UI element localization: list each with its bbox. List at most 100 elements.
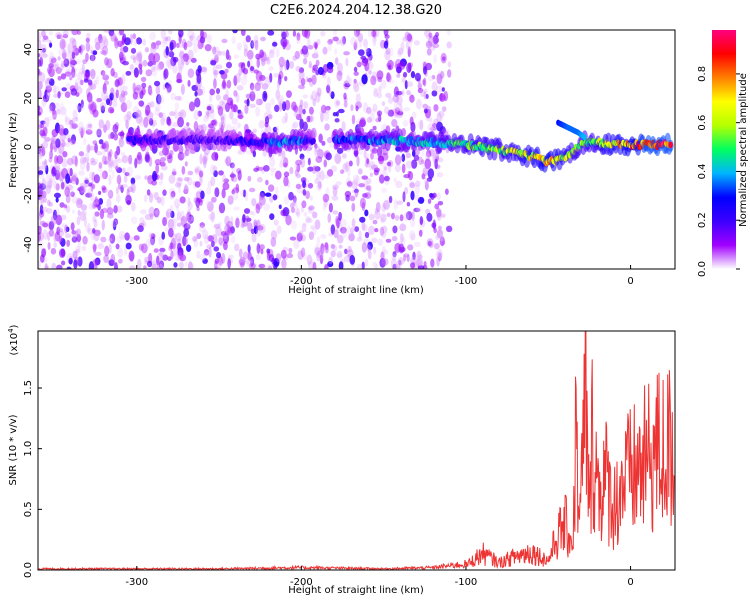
spectrogram-cell (314, 166, 321, 172)
spectrogram-cell (66, 266, 72, 269)
spectrogram-cell (165, 210, 170, 220)
spectrogram-cell (175, 256, 181, 262)
spectrogram-cell (59, 202, 65, 208)
spectrogram-cell (94, 211, 100, 217)
spectrogram-cell (346, 74, 351, 86)
spectrogram-cell (75, 58, 82, 65)
spectrogram-cell (98, 39, 105, 51)
spectrogram-cell (55, 138, 61, 149)
spectrogram-cell (398, 155, 403, 162)
spectrogram-cell (445, 188, 449, 195)
spectrogram-cell (395, 260, 402, 269)
spectrogram-cell (424, 158, 432, 170)
spectrogram-cell (275, 170, 282, 180)
spectrogram-cell (243, 208, 251, 214)
spectrogram-cell (299, 153, 305, 160)
spectrogram-cell (143, 194, 148, 203)
spectrogram-cell (315, 59, 320, 67)
spectrogram-cell (394, 154, 402, 166)
spectrogram-cell (158, 151, 165, 157)
spectrogram-cell (187, 216, 194, 222)
spectrogram-cell (276, 79, 280, 90)
spectrogram-cell (220, 231, 227, 237)
spectrogram-cell (366, 116, 373, 123)
spectrogram-cell (383, 166, 387, 171)
spectrogram-cell (50, 58, 54, 68)
spectrogram-cell (390, 212, 395, 220)
spectrogram-cell (371, 36, 378, 43)
spectrogram-cell (112, 100, 118, 108)
spectrogram-cell (202, 155, 208, 165)
spectrogram-cell (114, 79, 120, 88)
spectrogram-cell (126, 188, 130, 199)
spectrogram-cell (205, 187, 212, 195)
spectrogram-cell (44, 137, 51, 142)
spectrogram-cell (210, 59, 217, 66)
spectrogram-cell (353, 150, 359, 157)
spectrogram-cell (426, 238, 434, 248)
spectrogram-cell (139, 217, 145, 224)
spectrogram-cell (264, 121, 269, 128)
spectrogram-cell (334, 57, 339, 65)
spectrogram-cell (77, 209, 81, 216)
spectrogram-cell (386, 72, 391, 83)
spectrogram-cell (41, 53, 48, 58)
spectrogram-cell (85, 37, 90, 43)
spectrogram-cell (86, 144, 90, 154)
spectrogram-cell (204, 44, 212, 52)
spectrogram-cell (422, 103, 429, 109)
spectrogram-cell (110, 131, 115, 140)
spectrogram-cell (413, 154, 420, 161)
spectrogram-cell (410, 233, 416, 241)
spectrogram-cell (381, 187, 388, 194)
spectrogram-cell (347, 180, 353, 189)
spectrogram-cell (436, 112, 442, 124)
spectrogram-cell (316, 236, 321, 245)
spectrogram-cell (336, 252, 343, 258)
spectrogram-cell (66, 157, 74, 166)
snr-x-ticks: -300 -200 -100 0 (125, 566, 634, 588)
spectrogram-cell (423, 77, 427, 87)
spectrogram-cell (44, 265, 50, 269)
spectrogram-cell (166, 84, 170, 94)
spectrogram-cell (55, 208, 60, 216)
spectrogram-cell (56, 34, 61, 39)
spectrogram-cell (60, 40, 65, 51)
spectrogram-cell (150, 66, 156, 72)
spectrogram-cell (125, 99, 133, 110)
spectrogram-cell (267, 30, 275, 36)
spectrogram-cell (161, 111, 166, 122)
snr-y-label: SNR (10 * v/v) (8, 414, 19, 485)
spectrogram-cell (359, 197, 366, 209)
spectrogram-cell (45, 79, 49, 85)
spectrogram-cell (294, 169, 299, 176)
spectrogram-cell (256, 225, 264, 231)
spectrogram-cell (279, 64, 283, 73)
spectrogram-cell (364, 258, 369, 267)
spectrogram-cell (237, 173, 242, 178)
spectrogram-cell (108, 157, 114, 167)
spectrogram-cell (317, 66, 324, 76)
spectrogram-cell (231, 163, 236, 173)
spectrogram-cell (223, 158, 229, 164)
spectrogram-cell (311, 90, 317, 102)
spectrogram-cell (169, 149, 174, 157)
spectrogram-cell (432, 219, 436, 231)
spectrogram-cell (92, 258, 100, 266)
spectrogram-cell (327, 213, 332, 223)
spectrogram-cell (255, 106, 261, 117)
spectrogram-cell (187, 261, 194, 269)
spectrogram-cell (413, 40, 420, 46)
spectrogram-cell (132, 111, 139, 119)
spectrogram-cell (235, 73, 241, 84)
spectrogram-cell (225, 156, 231, 167)
spectrogram-cell (266, 56, 271, 65)
spectrogram-cell (437, 248, 443, 260)
spectrogram-cell (314, 149, 319, 159)
spectrogram-cell (255, 202, 263, 210)
y-tick-label: 1.0 (23, 441, 34, 457)
spectrogram-cell (302, 253, 308, 261)
spectrogram-cell (260, 59, 265, 68)
spectrogram-cell (103, 80, 109, 86)
spectrogram-cell (218, 235, 224, 245)
